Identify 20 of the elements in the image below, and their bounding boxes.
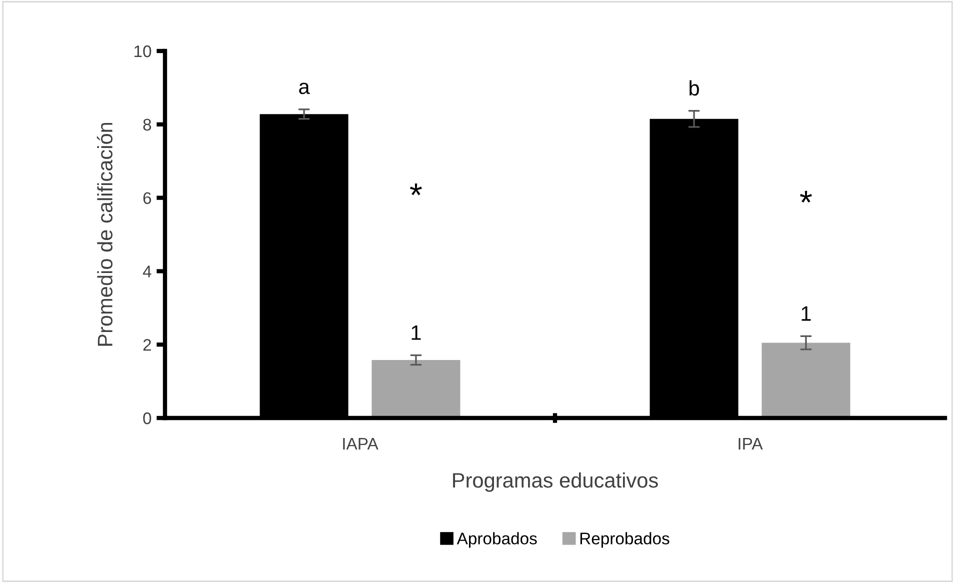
legend-label: Aprobados (456, 532, 537, 548)
y-axis-title: Promedio de calificación (96, 122, 112, 346)
y-tick-label: 8 (143, 118, 152, 131)
y-tick-label: 10 (134, 45, 152, 58)
x-tick-label: IAPA (343, 438, 378, 450)
x-tick-label: IPA (738, 438, 763, 450)
annotation: a (299, 82, 310, 94)
y-tick-label: 4 (142, 266, 152, 278)
bar (762, 342, 850, 418)
annotation: 1 (802, 306, 811, 321)
annotation: * (800, 190, 812, 203)
annotation: 1 (412, 325, 421, 340)
annotation: * (410, 183, 422, 196)
y-tick-label: 2 (143, 339, 151, 351)
y-tick-label: 6 (143, 192, 152, 204)
bar (372, 360, 460, 418)
legend-label: Reprobados (580, 532, 670, 548)
x-axis-title: Programas educativos (453, 472, 658, 492)
y-tick-label: 0 (143, 412, 152, 424)
annotation: b (690, 80, 699, 96)
